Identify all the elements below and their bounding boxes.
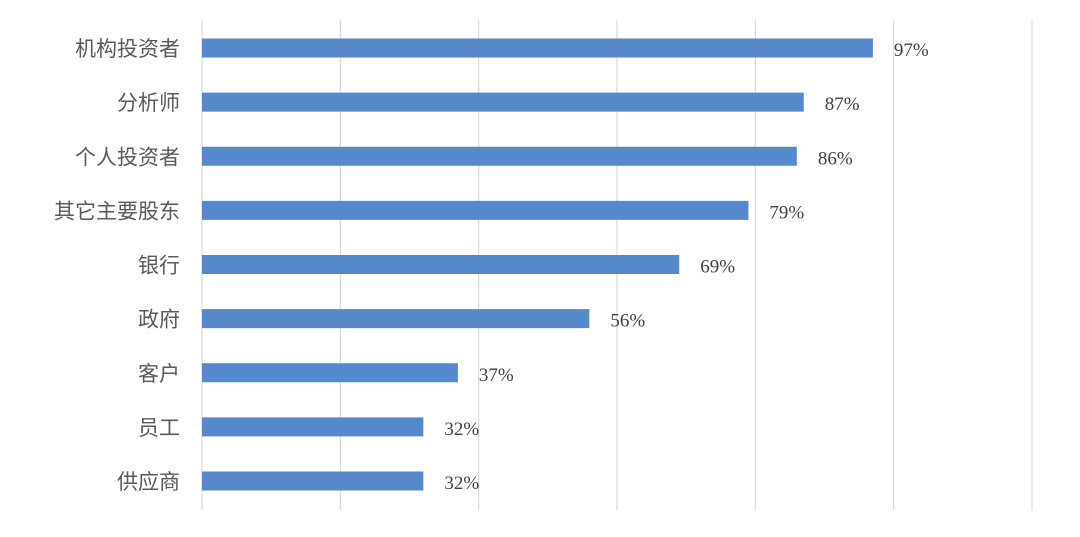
data-label: 32% <box>444 473 479 494</box>
bar <box>202 92 804 112</box>
data-label: 86% <box>818 148 853 169</box>
data-label: 97% <box>894 40 929 61</box>
data-label: 32% <box>444 419 479 440</box>
category-label: 其它主要股东 <box>54 199 180 223</box>
bar <box>202 38 873 58</box>
data-label: 79% <box>769 202 804 223</box>
data-label: 37% <box>479 365 514 386</box>
bar <box>202 200 749 220</box>
category-label: 员工 <box>138 416 180 440</box>
bar <box>202 146 797 166</box>
category-label: 银行 <box>138 254 180 278</box>
category-label: 客户 <box>138 362 180 386</box>
bar <box>202 255 680 274</box>
data-label: 56% <box>610 311 645 332</box>
bar <box>202 363 458 383</box>
category-label: 分析师 <box>117 91 180 115</box>
bar <box>202 471 424 491</box>
category-label: 供应商 <box>117 470 180 494</box>
bar <box>202 309 590 329</box>
data-label: 69% <box>700 257 735 278</box>
bar <box>202 417 424 437</box>
category-label: 个人投资者 <box>75 145 180 169</box>
category-label: 机构投资者 <box>75 37 180 61</box>
data-label: 87% <box>825 94 860 115</box>
category-label: 政府 <box>138 308 180 332</box>
